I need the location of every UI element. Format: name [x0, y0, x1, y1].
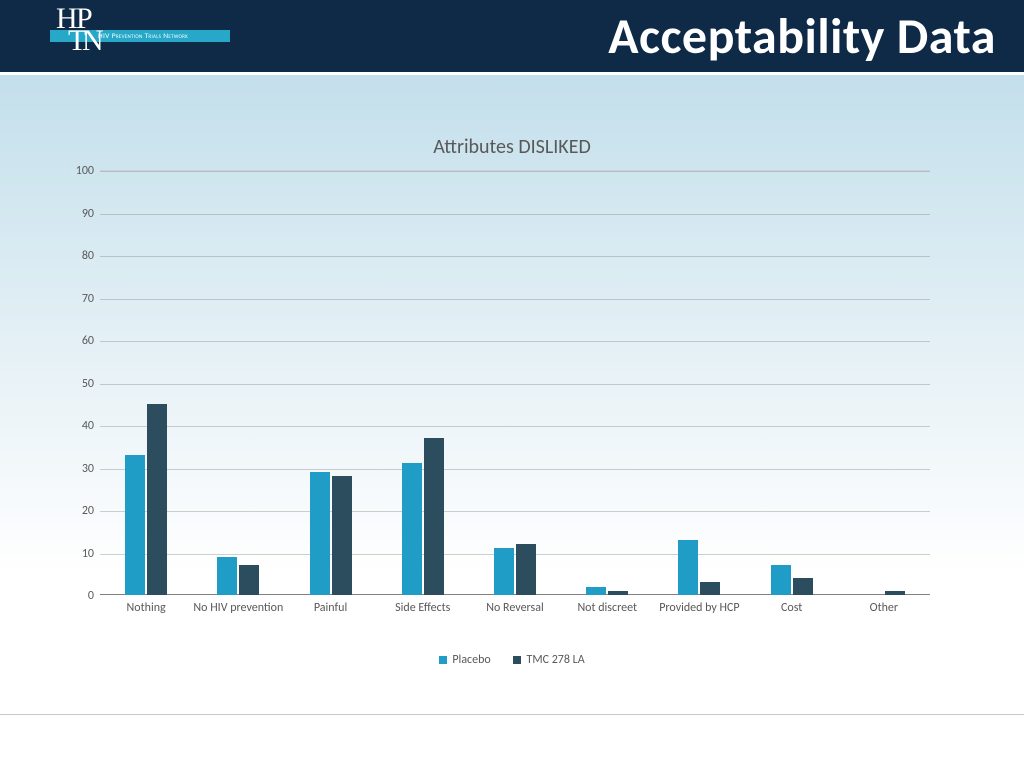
legend-swatch-tmc278la: [513, 656, 521, 664]
y-tick-label: 80: [60, 249, 94, 263]
x-tick-label: Provided by HCP: [654, 595, 744, 615]
y-tick-label: 100: [60, 164, 94, 178]
y-tick-label: 10: [60, 547, 94, 561]
bar: [700, 582, 720, 595]
x-tick-label: Not discreet: [562, 595, 652, 615]
x-tick-label: Cost: [747, 595, 837, 615]
y-tick-label: 50: [60, 377, 94, 391]
bar: [125, 455, 145, 595]
bar-chart-plot: 0102030405060708090100NothingNo HIV prev…: [100, 170, 930, 595]
gridline: [100, 341, 930, 342]
bar: [608, 591, 628, 595]
gridline: [100, 171, 930, 172]
bar: [147, 404, 167, 595]
y-tick-label: 60: [60, 334, 94, 348]
x-tick-label: Side Effects: [378, 595, 468, 615]
x-tick-label: No HIV prevention: [193, 595, 283, 615]
gridline: [100, 214, 930, 215]
bar: [332, 476, 352, 595]
slide-body: Attributes DISLIKED 01020304050607080901…: [0, 75, 1024, 741]
bar: [793, 578, 813, 595]
gridline: [100, 299, 930, 300]
slide-header: HIV Prevention Trials Network H P T N Ac…: [0, 0, 1024, 75]
gridline: [100, 511, 930, 512]
x-tick-label: Other: [839, 595, 929, 615]
x-tick-label: No Reversal: [470, 595, 560, 615]
y-tick-label: 30: [60, 462, 94, 476]
gridline: [100, 469, 930, 470]
bar: [424, 438, 444, 595]
logo-letter-n: N: [82, 26, 104, 56]
footer-rule: [0, 714, 1024, 715]
y-tick-label: 40: [60, 419, 94, 433]
y-tick-label: 70: [60, 292, 94, 306]
legend-item-tmc278la: TMC 278 LA: [513, 653, 584, 667]
bar: [678, 540, 698, 595]
logo-strip-text: HIV Prevention Trials Network: [98, 32, 188, 41]
bar: [402, 463, 422, 595]
gridline: [100, 256, 930, 257]
y-tick-label: 20: [60, 504, 94, 518]
bar: [771, 565, 791, 595]
x-tick-label: Nothing: [101, 595, 191, 615]
bar: [885, 591, 905, 595]
bar: [494, 548, 514, 595]
y-tick-label: 0: [60, 589, 94, 603]
legend-label-placebo: Placebo: [452, 653, 490, 667]
chart-title: Attributes DISLIKED: [0, 135, 1024, 159]
y-tick-label: 90: [60, 207, 94, 221]
chart-legend: Placebo TMC 278 LA: [0, 653, 1024, 668]
bar: [239, 565, 259, 595]
bar: [586, 587, 606, 596]
hptn-logo: HIV Prevention Trials Network H P T N: [50, 6, 240, 61]
legend-swatch-placebo: [439, 656, 447, 664]
legend-item-placebo: Placebo: [439, 653, 490, 667]
bar: [310, 472, 330, 595]
gridline: [100, 554, 930, 555]
bar: [516, 544, 536, 595]
gridline: [100, 426, 930, 427]
legend-label-tmc278la: TMC 278 LA: [526, 653, 584, 667]
bar: [217, 557, 237, 595]
page-title: Acceptability Data: [608, 6, 996, 67]
gridline: [100, 384, 930, 385]
x-tick-label: Painful: [286, 595, 376, 615]
